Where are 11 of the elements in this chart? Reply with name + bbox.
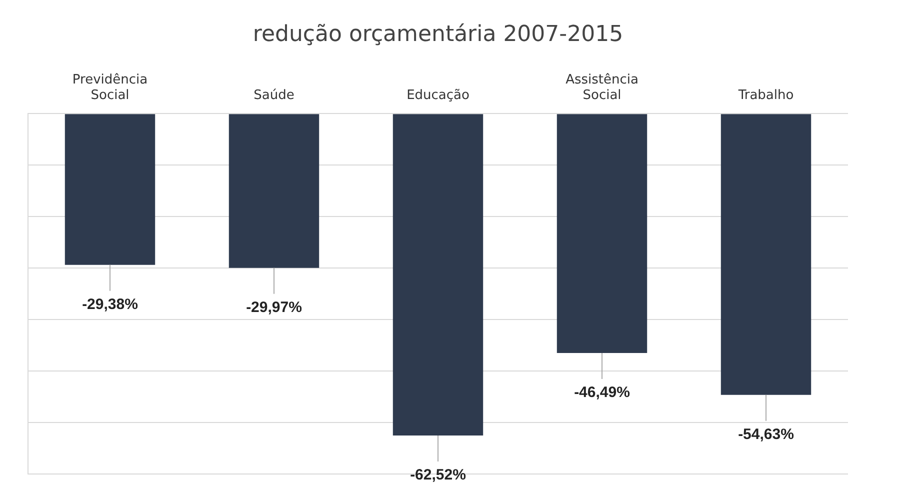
x-tick-label: Saúde (254, 88, 294, 104)
x-tick-label: Previdência Social (72, 72, 148, 104)
x-tick-label: Educação (406, 88, 470, 104)
x-tick-label: Trabalho (737, 88, 794, 104)
data-label: -29,38% (82, 296, 138, 314)
data-label: -62,52% (410, 466, 466, 484)
data-label: -29,97% (246, 299, 302, 316)
x-tick-label: Assistência Social (566, 72, 638, 104)
data-label: -46,49% (574, 384, 630, 402)
chart-title: redução orçamentária 2007-2015 (252, 22, 624, 47)
data-label: -54,63% (738, 426, 794, 444)
